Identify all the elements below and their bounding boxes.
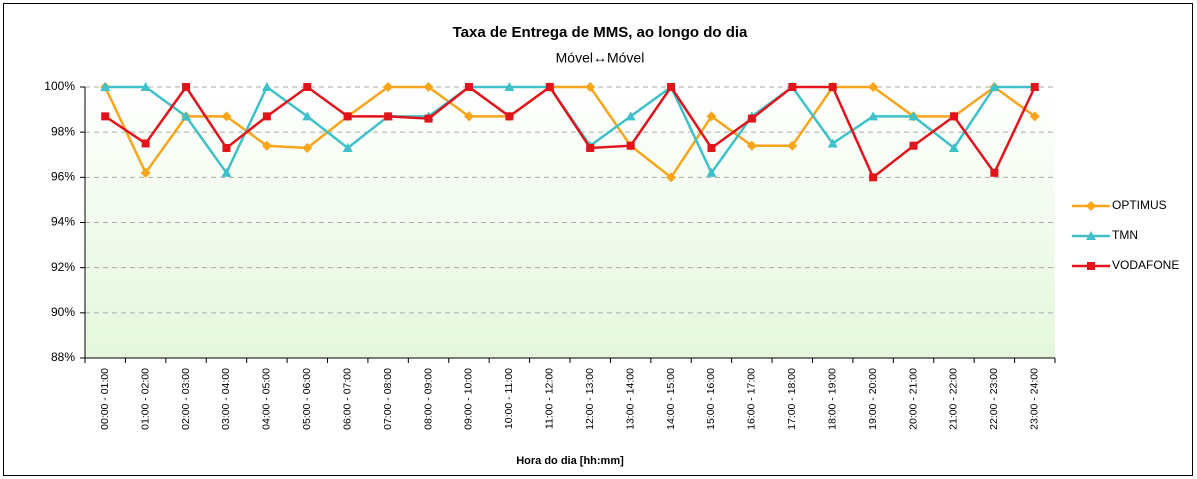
y-tick-label: 94%: [51, 215, 75, 229]
x-tick-label: 07:00 - 08:00: [382, 368, 394, 430]
x-axis-title: Hora do dia [hh:mm]: [516, 455, 624, 467]
data-point: [1029, 111, 1040, 122]
legend-label: OPTIMUS: [1112, 198, 1167, 212]
data-point: [342, 142, 353, 152]
data-point: [182, 83, 191, 91]
y-tick-label: 90%: [51, 305, 75, 319]
data-point: [343, 112, 352, 121]
data-point: [868, 82, 879, 92]
data-point: [828, 83, 837, 91]
data-point: [667, 83, 676, 91]
x-tick-label: 09:00 - 10:00: [463, 368, 475, 430]
legend-marker: [1087, 262, 1095, 270]
x-tick-label: 01:00 - 02:00: [139, 368, 151, 430]
series-line: [104, 85, 1036, 180]
x-tick-label: 22:00 - 23:00: [988, 368, 1000, 430]
data-point: [706, 167, 717, 177]
data-point: [746, 140, 757, 151]
x-tick-label: 23:00 - 24:00: [1029, 368, 1041, 430]
data-point: [221, 167, 232, 177]
x-tick-label: 14:00 - 15:00: [665, 368, 677, 430]
data-point: [504, 82, 515, 91]
data-point: [908, 111, 919, 121]
x-tick-label: 05:00 - 06:00: [301, 368, 313, 430]
data-point: [626, 141, 635, 150]
legend-marker: [1086, 231, 1096, 240]
data-point: [505, 112, 514, 121]
data-point: [140, 82, 151, 91]
data-point: [787, 140, 798, 151]
data-point: [666, 172, 677, 183]
data-point: [747, 114, 756, 123]
y-tick-label: 88%: [51, 350, 75, 364]
data-point: [948, 142, 959, 152]
data-point: [222, 143, 231, 152]
data-point: [464, 83, 473, 91]
data-point: [586, 143, 595, 152]
data-point: [707, 143, 716, 152]
data-point: [261, 140, 272, 151]
x-tick-label: 16:00 - 17:00: [746, 368, 758, 430]
data-point: [869, 173, 878, 182]
x-tick-label: 15:00 - 16:00: [705, 368, 717, 430]
data-point: [302, 142, 313, 153]
data-point: [585, 82, 596, 92]
data-point: [384, 112, 393, 121]
x-tick-label: 04:00 - 05:00: [261, 368, 273, 430]
data-point: [706, 111, 717, 122]
data-point: [141, 139, 150, 148]
chart-title: Taxa de Entrega de MMS, ao longo do dia: [453, 24, 748, 41]
y-tick-label: 100%: [44, 79, 75, 93]
legend-marker: [1086, 201, 1096, 211]
x-tick-label: 10:00 - 11:00: [503, 368, 515, 429]
data-point: [100, 82, 111, 91]
data-point: [423, 82, 434, 92]
y-tick-label: 96%: [51, 170, 75, 184]
data-point: [545, 83, 554, 91]
data-point: [383, 82, 394, 92]
data-point: [625, 111, 636, 121]
data-point: [261, 82, 272, 91]
data-point: [302, 111, 313, 121]
series-line: [104, 84, 1036, 180]
data-point: [868, 111, 879, 121]
data-point: [140, 167, 151, 178]
x-tick-label: 21:00 - 22:00: [948, 368, 960, 430]
data-point: [262, 112, 271, 121]
x-tick-label: 02:00 - 03:00: [180, 368, 192, 430]
x-tick-label: 13:00 - 14:00: [624, 368, 636, 430]
data-point: [788, 83, 797, 91]
y-tick-label: 98%: [51, 124, 75, 138]
y-tick-label: 92%: [51, 260, 75, 274]
x-tick-label: 06:00 - 07:00: [341, 368, 353, 430]
data-point: [463, 111, 474, 122]
data-point: [221, 111, 232, 122]
legend-label: TMN: [1112, 228, 1138, 242]
data-point: [827, 138, 838, 148]
data-point: [1030, 83, 1039, 91]
data-point: [990, 168, 999, 177]
x-tick-label: 03:00 - 04:00: [220, 368, 232, 430]
x-tick-label: 11:00 - 12:00: [544, 368, 556, 429]
x-tick-label: 19:00 - 20:00: [867, 368, 879, 430]
data-point: [989, 82, 1000, 91]
data-point: [303, 83, 312, 91]
data-point: [181, 111, 192, 121]
x-tick-label: 17:00 - 18:00: [786, 368, 798, 430]
x-tick-label: 00:00 - 01:00: [99, 368, 111, 430]
x-tick-label: 12:00 - 13:00: [584, 368, 596, 430]
data-point: [424, 114, 433, 123]
x-tick-label: 18:00 - 19:00: [826, 368, 838, 430]
chart-subtitle: Móvel↔Móvel: [556, 50, 645, 66]
x-tick-label: 20:00 - 21:00: [907, 368, 919, 430]
data-point: [101, 112, 110, 121]
data-point: [909, 141, 918, 150]
data-point: [949, 112, 958, 121]
legend-label: VODAFONE: [1112, 258, 1179, 272]
x-tick-label: 08:00 - 09:00: [422, 368, 434, 430]
